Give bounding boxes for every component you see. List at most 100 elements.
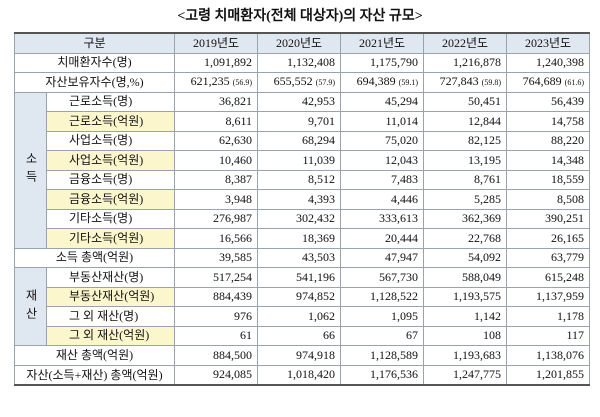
table-body: 구분 2019년도 2020년도 2021년도 2022년도 2023년도 치매환자수(명)…: [14, 32, 590, 386]
value-cell: 517,254: [174, 267, 258, 288]
row: 자산보유자수(명,%) 621,235 (56.9) 655,552 (57.9) 6…: [14, 72, 590, 93]
percent: (57.9): [315, 78, 335, 88]
value-cell: 4,393: [257, 189, 341, 210]
value-cell: 390,251: [506, 208, 590, 229]
row-label: 그 외 재산(억원): [46, 325, 175, 346]
row: 그 외 재산(억원) 61 66 67 108 117: [15, 325, 590, 346]
value-cell: 302,432: [257, 208, 341, 229]
group-label: 소득: [14, 91, 47, 249]
header-row: 구분 2019년도 2020년도 2021년도 2022년도 2023년도: [14, 32, 590, 54]
row: 치매환자수(명) 1,091,892 1,132,408 1,175,790 1,216…: [14, 52, 590, 73]
row-label: 자산보유자수(명,%): [14, 72, 175, 93]
row-label: 부동산재산(억원): [46, 286, 175, 307]
header-cell: 2023년도: [506, 32, 590, 54]
value-cell: 8,761: [423, 169, 507, 190]
row: 기타소득(명) 276,987 302,432 333,613 362,369 390,2…: [15, 208, 590, 229]
value-cell: 541,196: [257, 267, 341, 288]
value-cell: 1,247,775: [423, 364, 507, 386]
value-cell: 764,689 (61.6): [506, 72, 590, 93]
value-cell: 45,294: [340, 91, 424, 112]
value-cell: 655,552 (57.9): [257, 72, 341, 93]
row-label: 사업소득(억원): [46, 150, 175, 171]
value-cell: 1,095: [340, 306, 424, 327]
value-cell: 20,444: [340, 228, 424, 249]
value-cell: 694,389 (59.1): [340, 72, 424, 93]
row-label: 금융소득(억원): [46, 189, 175, 210]
value-cell: 1,175,790: [340, 52, 424, 73]
value-cell: 3,948: [174, 189, 258, 210]
value-cell: 108: [423, 325, 507, 346]
value-cell: 362,369: [423, 208, 507, 229]
value-cell: 974,852: [257, 286, 341, 307]
row-label: 근로소득(억원): [46, 111, 175, 132]
row-label: 사업소득(명): [46, 130, 175, 151]
row: 부동산재산(억원) 884,439 974,852 1,128,522 1,193,57…: [15, 286, 590, 307]
value-cell: 62,630: [174, 130, 258, 151]
value-cell: 1,240,398: [506, 52, 590, 73]
row-label: 자산(소득+재산) 총액(억원): [14, 364, 175, 386]
value-cell: 974,918: [257, 345, 341, 366]
percent: (59.1): [398, 78, 418, 88]
value-cell: 276,987: [174, 208, 258, 229]
value-cell: 924,085: [174, 364, 258, 386]
value-cell: 56,439: [506, 91, 590, 112]
value-cell: 1,138,076: [506, 345, 590, 366]
value-cell: 88,220: [506, 130, 590, 151]
header-cell: 2022년도: [423, 32, 507, 54]
value-cell: 615,248: [506, 267, 590, 288]
value-cell: 1,018,420: [257, 364, 341, 386]
value-cell: 68,294: [257, 130, 341, 151]
percent: (61.6): [564, 78, 584, 88]
row: 근로소득(억원) 8,611 9,701 11,014 12,844 14,758: [15, 111, 590, 132]
value-cell: 8,387: [174, 169, 258, 190]
value-cell: 1,091,892: [174, 52, 258, 73]
value-cell: 8,508: [506, 189, 590, 210]
value-cell: 54,092: [423, 247, 507, 268]
row-label: 치매환자수(명): [14, 52, 175, 73]
row-label: 부동산재산(명): [46, 267, 175, 288]
value-cell: 7,483: [340, 169, 424, 190]
value-cell: 727,843 (59.8): [423, 72, 507, 93]
row: 사업소득(억원) 10,460 11,039 12,043 13,195 14,348: [15, 150, 590, 171]
value-cell: 66: [257, 325, 341, 346]
value-cell: 11,014: [340, 111, 424, 132]
value-cell: 1,193,683: [423, 345, 507, 366]
value-cell: 1,132,408: [257, 52, 341, 73]
value-cell: 333,613: [340, 208, 424, 229]
asset-table: 구분 2019년도 2020년도 2021년도 2022년도 2023년도 치매환자수(명)…: [14, 32, 590, 386]
header-cell: 2019년도: [174, 32, 258, 54]
value-cell: 26,165: [506, 228, 590, 249]
row: 재산 총액(억원) 884,500 974,918 1,128,589 1,193,68…: [14, 345, 590, 366]
row: 사업소득(명) 62,630 68,294 75,020 82,125 88,220: [15, 130, 590, 151]
value-cell: 12,043: [340, 150, 424, 171]
value-cell: 884,439: [174, 286, 258, 307]
value-cell: 1,201,855: [506, 364, 590, 386]
value-cell: 1,216,878: [423, 52, 507, 73]
group-label: 재산: [14, 267, 47, 346]
percent: (59.8): [481, 78, 501, 88]
count: 694,389: [356, 74, 396, 89]
count: 727,843: [439, 74, 479, 89]
value-cell: 117: [506, 325, 590, 346]
value-cell: 39,585: [174, 247, 258, 268]
value-cell: 1,178: [506, 306, 590, 327]
row: 금융소득(억원) 3,948 4,393 4,446 5,285 8,508: [15, 189, 590, 210]
value-cell: 8,611: [174, 111, 258, 132]
value-cell: 14,758: [506, 111, 590, 132]
value-cell: 4,446: [340, 189, 424, 210]
value-cell: 1,128,522: [340, 286, 424, 307]
row-label: 근로소득(명): [46, 91, 175, 112]
row-label: 기타소득(명): [46, 208, 175, 229]
value-cell: 1,142: [423, 306, 507, 327]
row-label: 금융소득(명): [46, 169, 175, 190]
value-cell: 47,947: [340, 247, 424, 268]
value-cell: 61: [174, 325, 258, 346]
value-cell: 82,125: [423, 130, 507, 151]
value-cell: 13,195: [423, 150, 507, 171]
value-cell: 75,020: [340, 130, 424, 151]
header-cell: 구분: [14, 32, 175, 54]
value-cell: 1,062: [257, 306, 341, 327]
count: 764,689: [522, 74, 562, 89]
value-cell: 67: [340, 325, 424, 346]
